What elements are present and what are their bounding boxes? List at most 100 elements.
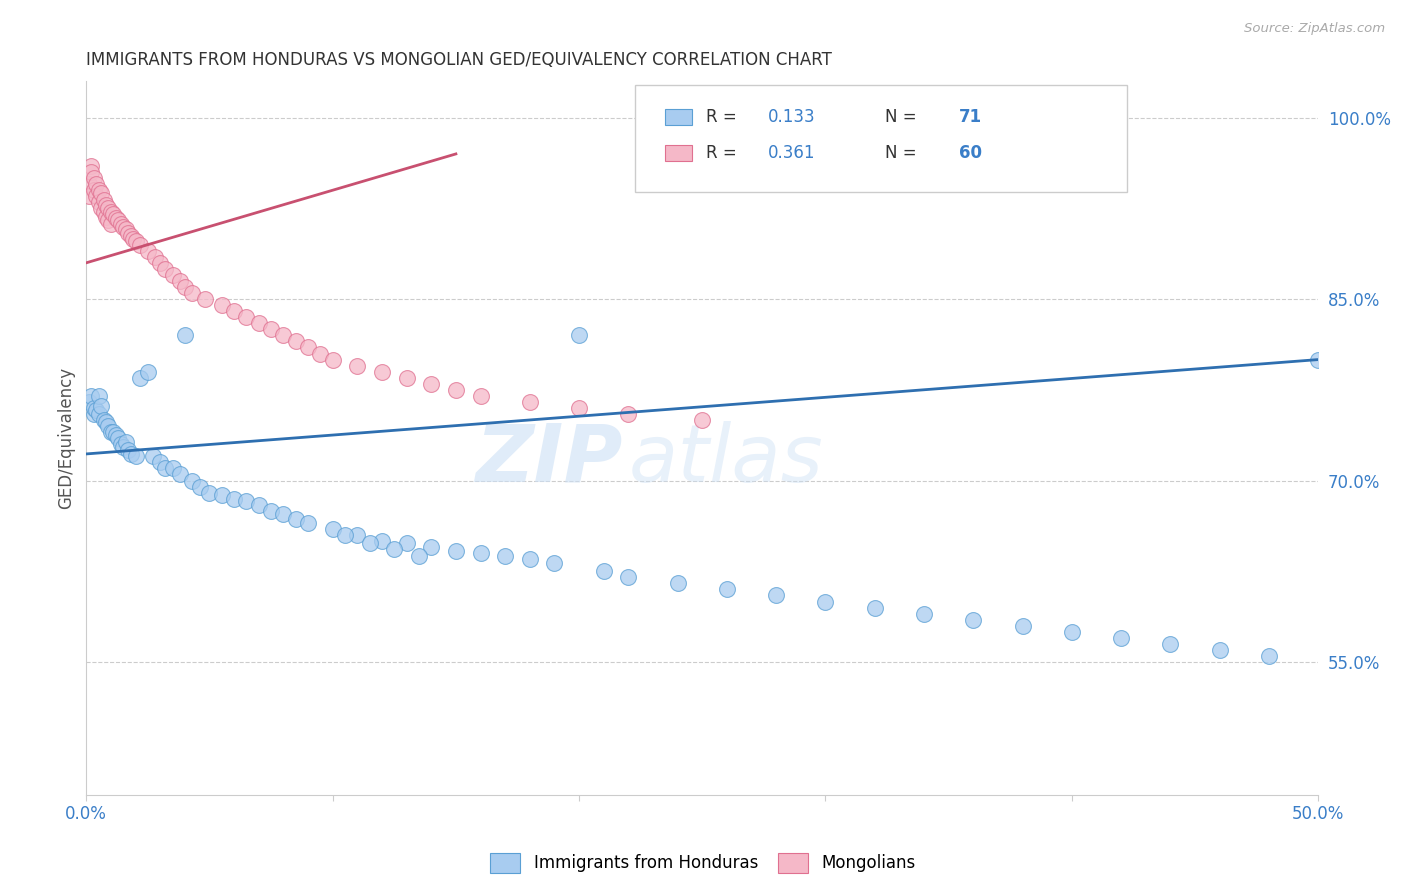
Point <box>77 177 100 191</box>
Text: N =: N = <box>884 144 921 161</box>
Point <box>193 292 215 306</box>
Point <box>1159 637 1181 651</box>
Point <box>470 546 492 560</box>
Point <box>912 607 935 621</box>
Point <box>142 450 165 464</box>
Point <box>80 159 103 173</box>
Point <box>273 508 295 522</box>
Text: Source: ZipAtlas.com: Source: ZipAtlas.com <box>1244 22 1385 36</box>
Point <box>173 280 195 294</box>
Point <box>93 205 115 219</box>
Text: 0.361: 0.361 <box>768 144 815 161</box>
Point <box>420 540 443 554</box>
Point <box>814 594 837 608</box>
Point <box>103 425 125 439</box>
Point <box>153 461 176 475</box>
Point <box>181 474 204 488</box>
Point <box>124 450 146 464</box>
Point <box>153 261 176 276</box>
Point <box>112 219 135 234</box>
Point <box>1209 643 1232 657</box>
Point <box>224 304 246 318</box>
Point <box>100 205 122 219</box>
Point <box>110 217 132 231</box>
Point <box>136 244 159 258</box>
Point <box>260 504 283 518</box>
Point <box>247 498 270 512</box>
Point <box>1060 624 1083 639</box>
Point <box>90 399 112 413</box>
Point <box>112 440 135 454</box>
Point <box>100 425 122 439</box>
Point <box>173 328 195 343</box>
Point <box>247 316 270 330</box>
Text: 71: 71 <box>959 108 981 126</box>
Point <box>211 298 233 312</box>
Text: atlas: atlas <box>628 421 823 499</box>
Point <box>592 564 614 578</box>
Point <box>87 389 110 403</box>
Point <box>107 213 129 227</box>
Point <box>169 274 191 288</box>
Point <box>84 189 107 203</box>
Point <box>117 443 139 458</box>
Point <box>666 576 689 591</box>
Point <box>1011 618 1033 632</box>
Point <box>617 407 640 421</box>
Point <box>543 556 565 570</box>
Point <box>104 211 127 225</box>
Point <box>322 352 344 367</box>
Point <box>87 407 110 421</box>
Point <box>129 237 152 252</box>
Point <box>444 383 467 397</box>
Point <box>470 389 492 403</box>
Point <box>198 485 221 500</box>
Point <box>235 494 257 508</box>
Text: R =: R = <box>706 108 742 126</box>
Point <box>114 222 136 236</box>
Legend: Immigrants from Honduras, Mongolians: Immigrants from Honduras, Mongolians <box>484 847 922 880</box>
Point <box>1258 648 1281 663</box>
Point <box>273 328 295 343</box>
Point <box>568 401 591 415</box>
Point <box>519 552 541 566</box>
Point <box>110 437 132 451</box>
Point <box>617 570 640 584</box>
Point <box>77 189 100 203</box>
Point <box>120 229 142 244</box>
Point <box>83 183 105 197</box>
Point <box>162 461 184 475</box>
Point <box>211 488 233 502</box>
Point <box>284 512 307 526</box>
FancyBboxPatch shape <box>665 145 692 161</box>
Point <box>382 542 405 557</box>
Point <box>395 536 418 550</box>
Point <box>235 310 257 325</box>
Point <box>297 516 319 530</box>
Point <box>107 431 129 445</box>
Point <box>124 234 146 248</box>
Point <box>181 286 204 301</box>
Point <box>519 395 541 409</box>
Text: 60: 60 <box>959 144 981 161</box>
Point <box>84 403 107 417</box>
Point <box>284 334 307 349</box>
Point <box>690 413 713 427</box>
Point <box>80 389 103 403</box>
Y-axis label: GED/Equivalency: GED/Equivalency <box>58 368 75 509</box>
Point <box>114 434 136 449</box>
Point <box>420 376 443 391</box>
Point <box>346 528 368 542</box>
Text: ZIP: ZIP <box>475 421 623 499</box>
Point <box>122 231 145 245</box>
Point <box>149 256 172 270</box>
Point <box>120 447 142 461</box>
Point <box>162 268 184 282</box>
Point <box>129 370 152 384</box>
Point <box>97 202 120 216</box>
Point <box>962 613 984 627</box>
Point <box>371 365 394 379</box>
Point <box>716 582 738 597</box>
Point <box>169 467 191 482</box>
Point <box>87 183 110 197</box>
